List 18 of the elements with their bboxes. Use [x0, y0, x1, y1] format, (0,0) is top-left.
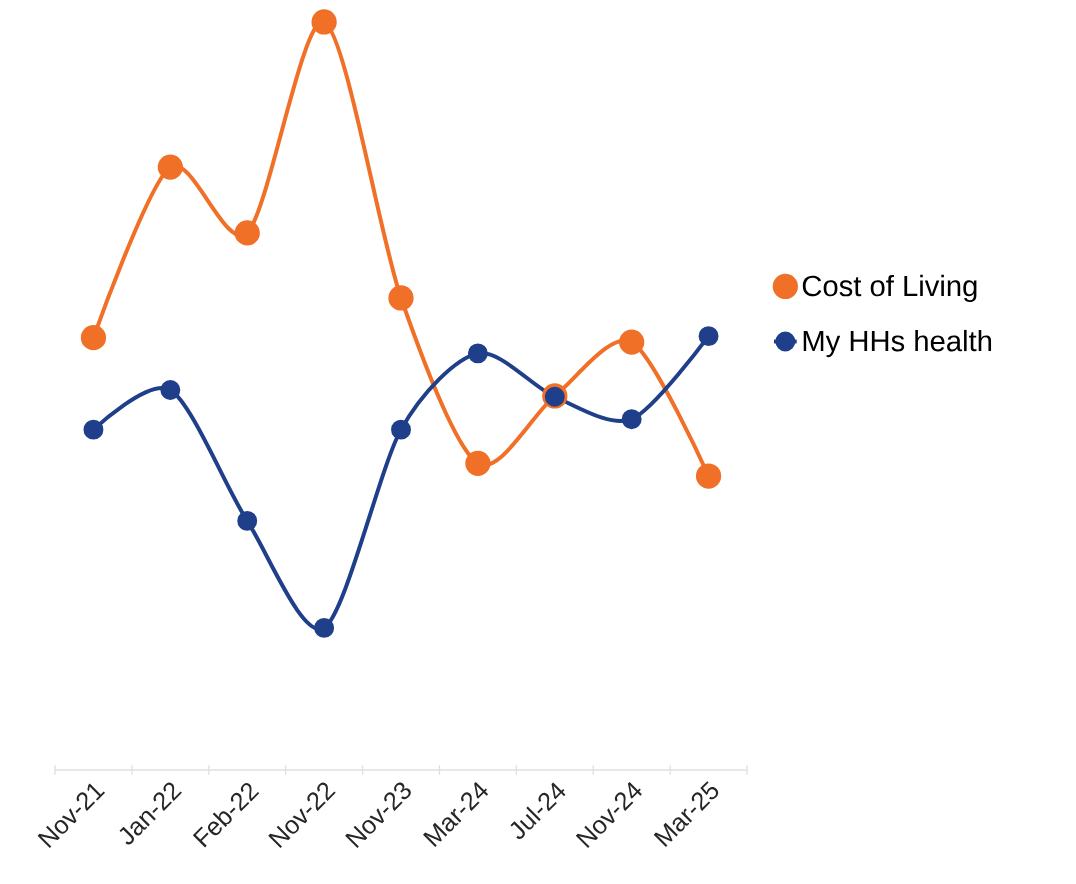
point	[467, 343, 488, 364]
legend-label: Cost of Living	[802, 274, 977, 303]
point	[621, 409, 642, 430]
legend-label: My HHs health	[803, 329, 992, 358]
point	[465, 450, 491, 476]
point	[391, 419, 411, 440]
point	[80, 325, 107, 351]
point	[237, 510, 258, 531]
point	[234, 220, 260, 246]
point	[698, 326, 719, 347]
point	[83, 419, 104, 440]
point	[311, 9, 337, 35]
point	[619, 329, 645, 355]
point	[695, 463, 722, 489]
point	[314, 617, 335, 638]
point	[388, 285, 414, 311]
point	[160, 380, 181, 400]
point	[157, 154, 183, 180]
